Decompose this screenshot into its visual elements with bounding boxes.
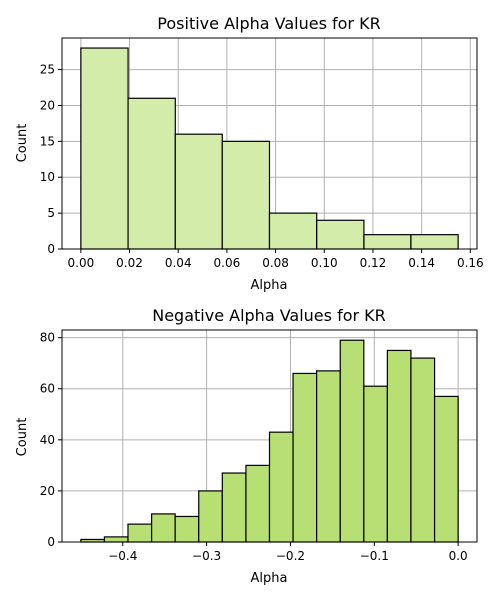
histogram-bars <box>80 339 459 543</box>
x-tick-label: 0.04 <box>165 256 192 270</box>
x-axis-label: Alpha <box>251 278 288 293</box>
x-ticks: 0.00 0.02 0.04 0.06 0.08 0.10 0.12 0.14 0.16 <box>68 249 484 270</box>
x-tick-label: 0.14 <box>408 256 435 270</box>
histogram-bars <box>80 47 459 250</box>
axes-frame <box>61 37 478 250</box>
histogram-bar <box>198 490 223 543</box>
x-tick-label: −0.1 <box>360 549 389 563</box>
histogram-bar <box>410 234 459 250</box>
histogram-bar <box>221 472 247 543</box>
y-axis-label: Count <box>15 418 30 457</box>
histogram-bar <box>363 234 412 250</box>
histogram-bar <box>410 357 436 543</box>
histogram-bar <box>221 140 271 250</box>
histogram-bar <box>268 431 294 543</box>
y-tick-label: 15 <box>40 134 55 148</box>
chart-title: Positive Alpha Values for KR <box>157 14 380 33</box>
histogram-bar <box>386 349 412 543</box>
x-tick-label: 0.16 <box>457 256 484 270</box>
positive-alpha-histogram: Positive Alpha Values for KR Alpha Count… <box>15 14 484 293</box>
x-tick-label: −0.4 <box>108 549 137 563</box>
histogram-bar <box>174 515 200 543</box>
x-axis-label: Alpha <box>251 571 288 586</box>
y-ticks: 0 5 10 15 20 25 <box>40 63 62 256</box>
chart-title: Negative Alpha Values for KR <box>152 306 386 325</box>
histogram-bar <box>316 219 365 250</box>
histogram-bar <box>127 97 176 250</box>
y-tick-label: 20 <box>40 484 55 498</box>
y-tick-label: 25 <box>40 63 55 77</box>
histogram-bar <box>103 536 129 543</box>
histogram-bar <box>245 464 271 543</box>
y-tick-label: 20 <box>40 98 55 112</box>
histogram-bar <box>363 385 388 543</box>
y-tick-label: 80 <box>40 331 55 345</box>
histogram-bar <box>151 513 176 543</box>
y-tick-label: 0 <box>47 242 55 256</box>
histogram-bar <box>174 133 223 250</box>
histogram-bar <box>339 339 365 543</box>
x-tick-label: 0.06 <box>214 256 241 270</box>
histogram-bar <box>292 372 318 543</box>
x-tick-label: 0.10 <box>311 256 338 270</box>
y-tick-label: 60 <box>40 382 55 396</box>
x-tick-label: 0.12 <box>360 256 387 270</box>
y-ticks: 0 20 40 60 80 <box>40 331 62 549</box>
x-tick-label: −0.3 <box>192 549 221 563</box>
axes-frame <box>61 329 478 543</box>
x-ticks: −0.4 −0.3 −0.2 −0.1 0.0 <box>108 542 468 563</box>
x-tick-label: −0.2 <box>276 549 305 563</box>
negative-alpha-histogram: Negative Alpha Values for KR Alpha Count… <box>15 306 478 586</box>
x-tick-label: 0.08 <box>262 256 289 270</box>
x-tick-label: 0.0 <box>449 549 468 563</box>
y-axis-label: Count <box>15 124 30 163</box>
histogram-bar <box>316 370 341 543</box>
histogram-bar <box>80 47 129 250</box>
histogram-bar <box>268 212 318 250</box>
histogram-bar <box>127 523 153 543</box>
histogram-bar <box>433 395 459 543</box>
y-tick-label: 40 <box>40 433 55 447</box>
x-tick-label: 0.02 <box>116 256 143 270</box>
x-tick-label: 0.00 <box>68 256 95 270</box>
y-tick-label: 0 <box>47 535 55 549</box>
y-tick-label: 10 <box>40 170 55 184</box>
y-tick-label: 5 <box>47 206 55 220</box>
